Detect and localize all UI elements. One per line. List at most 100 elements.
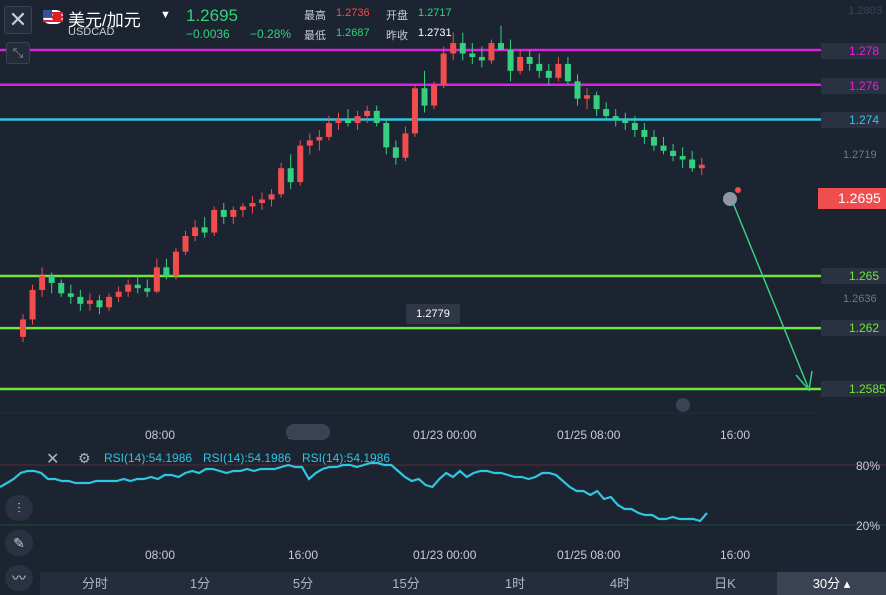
candle-body	[526, 56, 533, 64]
time-axis-label: 08:00	[145, 548, 176, 562]
rsi-level-label: 80%	[856, 459, 881, 473]
stat-open-label: 开盘	[386, 10, 408, 22]
candle-body	[593, 95, 600, 110]
time-axis-label: 16:00	[720, 548, 751, 562]
caret-up-icon: ▴	[843, 576, 851, 591]
line-tag-3: 1.274	[821, 112, 886, 128]
candle-body	[545, 70, 552, 78]
candle-body	[192, 227, 199, 237]
price-tooltip: 1.2779	[406, 304, 460, 324]
candle-body	[364, 110, 371, 117]
tab-30m[interactable]: 30分 ▴	[777, 572, 886, 595]
candle-body	[96, 300, 103, 308]
candle-body	[134, 284, 141, 289]
line-tag-2: 1.276	[821, 78, 886, 94]
candle-body	[411, 88, 418, 134]
tab-4h[interactable]: 4时	[609, 576, 631, 591]
candle-body	[478, 56, 485, 61]
rsi-label: RSI(14):54.1986	[203, 451, 292, 465]
candle-body	[172, 251, 179, 276]
stat-prevclose-label: 昨收	[386, 30, 408, 42]
draw-pencil-icon[interactable]: ✎	[5, 530, 33, 556]
candle-body	[679, 156, 686, 160]
candle-body	[335, 119, 342, 124]
candle-body	[144, 288, 151, 292]
symbol-name[interactable]: 美元/加元	[68, 11, 141, 30]
rsi-label: RSI(14):54.1986	[104, 451, 193, 465]
candle-body	[698, 164, 705, 169]
line-tag-1: 1.278	[821, 43, 886, 59]
time-axis-label: 16:00	[720, 428, 751, 442]
tab-1h[interactable]: 1时	[504, 576, 526, 591]
candle-body	[603, 109, 610, 117]
stat-prevclose-value: 1.2731	[418, 27, 452, 39]
tab-15m[interactable]: 15分	[392, 576, 420, 591]
candle-body	[58, 282, 65, 294]
info-marker-icon	[723, 192, 737, 206]
tab-5m[interactable]: 5分	[292, 576, 314, 591]
candle-body	[287, 168, 294, 183]
candle-body	[450, 43, 457, 54]
line-tag-4: 1.265	[821, 268, 886, 284]
candle-body	[325, 123, 332, 137]
candle-body	[20, 319, 26, 337]
tab-1m[interactable]: 1分	[189, 576, 211, 591]
candle-body	[517, 56, 524, 71]
candle-body	[650, 136, 657, 146]
candle-body	[249, 202, 256, 207]
close-indicator-icon[interactable]: ✕	[46, 451, 60, 468]
caret-down-icon[interactable]: ▼	[160, 9, 171, 21]
time-axis-label: 16:00	[288, 548, 319, 562]
header-bar: ✕ 美元/加元 ▼ USDCAD 1.2695 −0.0036 −0.28% 最…	[0, 0, 886, 42]
candle-body	[115, 291, 122, 297]
candle-body	[86, 300, 93, 304]
candle-body	[622, 119, 629, 124]
forecast-arrow-head	[795, 370, 813, 392]
stat-high-label: 最高	[304, 10, 326, 22]
close-icon[interactable]: ✕	[4, 6, 32, 34]
candle-body	[77, 296, 84, 304]
line-tag-6: 1.2585	[821, 381, 886, 397]
axis-price-label: 1.2719	[843, 149, 877, 161]
candle-body	[383, 123, 390, 148]
time-scroll-handle[interactable]	[286, 424, 330, 440]
rsi-level-label: 20%	[856, 519, 881, 533]
candle-body	[125, 284, 132, 292]
crosshair-toggle-icon[interactable]: ⤡	[6, 42, 30, 64]
candle-body	[421, 88, 428, 106]
candle-body	[488, 43, 495, 61]
candle-body	[402, 133, 409, 158]
stat-low-label: 最低	[304, 30, 326, 42]
scroll-handle-icon[interactable]	[676, 398, 690, 412]
candle-body	[201, 227, 208, 233]
candle-body	[163, 267, 170, 276]
candle-body	[306, 140, 313, 146]
candle-body	[259, 199, 265, 203]
candle-body	[469, 53, 476, 57]
candle-body	[354, 116, 361, 124]
candle-body	[220, 209, 227, 217]
time-axis-label: 01/23 00:00	[413, 548, 477, 562]
rsi-label: RSI(14):54.1986	[302, 451, 391, 465]
candle-body	[574, 81, 581, 99]
candle-body	[278, 168, 285, 195]
line-tool-icon[interactable]: 〰	[5, 565, 33, 591]
symbol-code: USDCAD	[68, 26, 115, 38]
candle-body	[584, 95, 591, 99]
candle-body	[459, 43, 466, 54]
tab-day[interactable]: 日K	[714, 576, 736, 591]
candle-body	[48, 276, 55, 283]
tab-fenshi[interactable]: 分时	[81, 576, 108, 591]
candle-body	[507, 50, 514, 71]
candle-body	[230, 209, 237, 217]
candle-body	[612, 116, 619, 120]
settings-icon[interactable]: ⚙	[78, 450, 91, 466]
candle-body	[268, 194, 275, 200]
last-price: 1.2695	[186, 6, 238, 25]
forecast-arrow-line	[732, 202, 809, 388]
candle-body	[536, 63, 543, 71]
indicator-tool-icon[interactable]: ⫶	[5, 495, 33, 521]
candle-body	[182, 236, 189, 252]
candle-body	[373, 110, 380, 124]
